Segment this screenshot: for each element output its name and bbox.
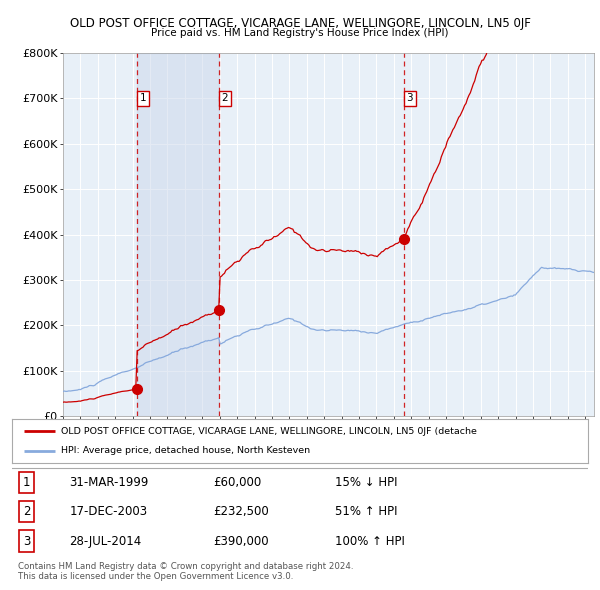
Text: 2: 2	[23, 505, 30, 519]
Text: 100% ↑ HPI: 100% ↑ HPI	[335, 535, 404, 548]
Text: 51% ↑ HPI: 51% ↑ HPI	[335, 505, 397, 519]
Text: £390,000: £390,000	[214, 535, 269, 548]
Text: HPI: Average price, detached house, North Kesteven: HPI: Average price, detached house, Nort…	[61, 446, 310, 455]
Text: 3: 3	[23, 535, 30, 548]
Text: 15% ↓ HPI: 15% ↓ HPI	[335, 476, 397, 489]
Text: OLD POST OFFICE COTTAGE, VICARAGE LANE, WELLINGORE, LINCOLN, LN5 0JF (detache: OLD POST OFFICE COTTAGE, VICARAGE LANE, …	[61, 427, 477, 436]
Text: Contains HM Land Registry data © Crown copyright and database right 2024.
This d: Contains HM Land Registry data © Crown c…	[18, 562, 353, 581]
Text: 31-MAR-1999: 31-MAR-1999	[70, 476, 149, 489]
Text: OLD POST OFFICE COTTAGE, VICARAGE LANE, WELLINGORE, LINCOLN, LN5 0JF: OLD POST OFFICE COTTAGE, VICARAGE LANE, …	[70, 17, 530, 30]
Text: 28-JUL-2014: 28-JUL-2014	[70, 535, 142, 548]
Text: 3: 3	[406, 93, 413, 103]
Bar	[137, 53, 219, 416]
Text: 1: 1	[23, 476, 30, 489]
Text: £60,000: £60,000	[214, 476, 262, 489]
Text: 1: 1	[140, 93, 146, 103]
Text: 2: 2	[221, 93, 228, 103]
Text: Price paid vs. HM Land Registry's House Price Index (HPI): Price paid vs. HM Land Registry's House …	[151, 28, 449, 38]
Text: £232,500: £232,500	[214, 505, 269, 519]
Text: 17-DEC-2003: 17-DEC-2003	[70, 505, 148, 519]
